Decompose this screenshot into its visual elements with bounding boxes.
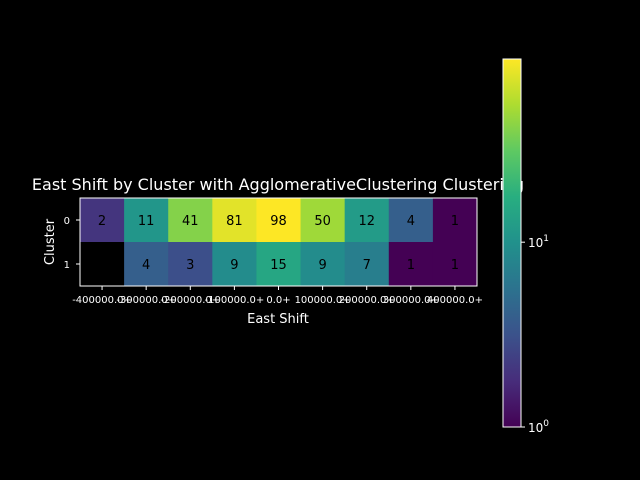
x-tick-label: -200000.0+ — [160, 295, 220, 306]
cell-value-label: 1 — [451, 214, 459, 229]
heatmap-cell-labels: 2 11 41 81 98 50 12 4 14 3 9 15 9 7 1 1 — [98, 214, 459, 273]
heatmap-cell — [124, 198, 169, 243]
y-tick-label: 0 — [64, 216, 70, 227]
cell-value-label: 3 — [186, 258, 194, 273]
heatmap-cell — [300, 242, 346, 287]
y-axis-label: Cluster — [43, 218, 58, 265]
cell-value-label: 15 — [270, 258, 287, 273]
heatmap-cell — [80, 242, 125, 287]
cell-value-label: 81 — [226, 214, 243, 229]
heatmap-cell — [212, 198, 257, 243]
y-axis-ticks: 01 — [64, 216, 80, 271]
colorbar-ticks: 100 101 — [521, 234, 549, 435]
heatmap-cell — [124, 242, 169, 287]
heatmap-cell — [344, 242, 390, 287]
cell-value-label: 41 — [182, 214, 199, 229]
x-tick-label: 400000.0+ — [427, 295, 483, 306]
heatmap-cell — [212, 242, 257, 287]
colorbar-tick-label: 101 — [528, 234, 549, 250]
cell-value-label: 9 — [230, 258, 238, 273]
cell-value-label: 50 — [314, 214, 331, 229]
cell-value-label: 98 — [270, 214, 287, 229]
heatmap-cell — [168, 198, 213, 243]
chart-title: East Shift by Cluster with Agglomerative… — [32, 175, 524, 194]
heatmap-cell — [432, 242, 478, 287]
y-tick-label: 1 — [64, 260, 70, 271]
cell-value-label: 9 — [318, 258, 326, 273]
x-tick-label: 300000.0+ — [383, 295, 439, 306]
heatmap-cell — [300, 198, 346, 243]
heatmap-cell — [256, 242, 302, 287]
heatmap-cell — [344, 198, 390, 243]
heatmap-cell — [388, 198, 434, 243]
heatmap-cell — [80, 198, 125, 243]
x-tick-label: -400000.0+ — [72, 295, 132, 306]
cell-value-label: 12 — [358, 214, 375, 229]
heatmap-cells — [80, 198, 478, 287]
x-tick-label: 100000.0+ — [295, 295, 351, 306]
heatmap-cell — [168, 242, 213, 287]
cell-value-label: 7 — [363, 258, 371, 273]
colorbar — [502, 58, 522, 428]
x-tick-label: 200000.0+ — [339, 295, 395, 306]
cell-value-label: 2 — [98, 214, 106, 229]
colorbar-tick-label: 100 — [528, 419, 549, 435]
cell-value-label: 1 — [407, 258, 415, 273]
x-tick-label: -300000.0+ — [116, 295, 176, 306]
cell-value-label: 4 — [142, 258, 150, 273]
heatmap-cell — [256, 198, 302, 243]
cell-value-label: 1 — [451, 258, 459, 273]
heatmap-cell — [388, 242, 434, 287]
x-axis-label: East Shift — [247, 312, 309, 327]
heatmap-cell — [432, 198, 478, 243]
x-axis-ticks: -400000.0+-300000.0+-200000.0+-100000.0+… — [72, 286, 483, 306]
x-tick-label: -100000.0+ — [205, 295, 265, 306]
cell-value-label: 11 — [138, 214, 155, 229]
cell-value-label: 4 — [407, 214, 415, 229]
x-tick-label: 0.0+ — [266, 295, 290, 306]
